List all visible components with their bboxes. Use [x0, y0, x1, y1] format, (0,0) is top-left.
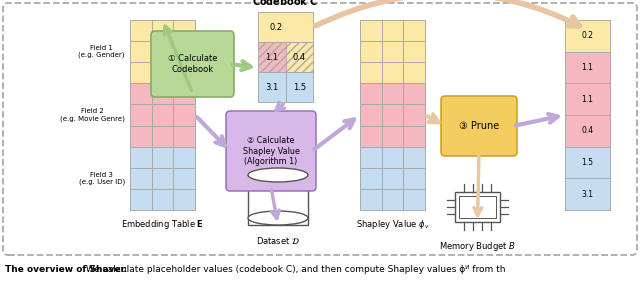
Bar	[173, 189, 195, 210]
Bar	[152, 104, 173, 125]
Text: ② Calculate
Shapley Value
(Algorithm 1): ② Calculate Shapley Value (Algorithm 1)	[243, 136, 300, 166]
Bar	[173, 125, 195, 147]
Bar	[360, 41, 381, 62]
Bar	[381, 83, 403, 104]
Bar	[360, 168, 381, 189]
Bar	[360, 62, 381, 83]
Text: 0.2: 0.2	[582, 31, 593, 40]
Text: Memory Budget $B$: Memory Budget $B$	[439, 240, 516, 253]
Bar	[360, 125, 381, 147]
Bar	[565, 115, 610, 147]
Bar	[258, 72, 285, 102]
Bar	[565, 83, 610, 115]
Ellipse shape	[248, 168, 308, 182]
Bar	[130, 168, 152, 189]
FancyBboxPatch shape	[441, 96, 517, 156]
Bar	[130, 83, 152, 104]
Bar	[173, 62, 195, 83]
Bar	[152, 62, 173, 83]
Bar	[130, 147, 152, 168]
Text: 1.5: 1.5	[582, 158, 593, 167]
Bar	[130, 189, 152, 210]
Text: 3.1: 3.1	[265, 82, 278, 92]
Text: 1.1: 1.1	[265, 53, 278, 62]
Text: Field 2
(e.g. Movie Genre): Field 2 (e.g. Movie Genre)	[60, 108, 125, 122]
Bar	[152, 20, 173, 41]
Bar	[403, 125, 425, 147]
Text: Field 1
(e.g. Gender): Field 1 (e.g. Gender)	[79, 45, 125, 58]
Bar	[403, 147, 425, 168]
Bar	[285, 72, 313, 102]
Bar	[360, 147, 381, 168]
FancyBboxPatch shape	[151, 31, 234, 97]
Bar	[381, 168, 403, 189]
Text: 1.5: 1.5	[292, 82, 306, 92]
Text: Embedding Table $\mathbf{E}$: Embedding Table $\mathbf{E}$	[121, 218, 204, 231]
Bar	[360, 83, 381, 104]
Text: 1.1: 1.1	[582, 63, 593, 72]
Text: ③ Prune: ③ Prune	[459, 121, 499, 131]
Text: 3.1: 3.1	[582, 190, 593, 199]
Bar	[403, 20, 425, 41]
Bar	[565, 20, 610, 52]
Ellipse shape	[248, 211, 308, 225]
Bar	[459, 196, 496, 218]
Bar	[565, 178, 610, 210]
Bar	[130, 104, 152, 125]
Bar	[248, 182, 308, 225]
Bar	[130, 41, 152, 62]
Bar	[152, 147, 173, 168]
FancyBboxPatch shape	[226, 111, 316, 191]
Text: Field 3
(e.g. User ID): Field 3 (e.g. User ID)	[79, 172, 125, 185]
Bar	[455, 192, 500, 222]
Bar	[403, 41, 425, 62]
Bar	[403, 168, 425, 189]
Bar	[173, 168, 195, 189]
Bar	[285, 42, 313, 72]
Bar	[403, 104, 425, 125]
Bar	[173, 20, 195, 41]
Bar	[173, 104, 195, 125]
Text: 0.4: 0.4	[292, 53, 306, 62]
Bar	[381, 104, 403, 125]
Bar	[258, 12, 313, 42]
Bar	[173, 41, 195, 62]
Text: Codebook $\mathbf{C}$: Codebook $\mathbf{C}$	[252, 0, 319, 7]
Bar	[152, 189, 173, 210]
Bar	[381, 147, 403, 168]
Bar	[381, 20, 403, 41]
Text: Dataset $\mathcal{D}$: Dataset $\mathcal{D}$	[256, 235, 300, 246]
Bar	[565, 52, 610, 83]
Bar	[152, 83, 173, 104]
Bar	[403, 83, 425, 104]
Bar	[403, 189, 425, 210]
Bar	[173, 83, 195, 104]
Bar	[130, 20, 152, 41]
Text: The overview of Shaver.: The overview of Shaver.	[5, 266, 127, 275]
Bar	[381, 125, 403, 147]
Bar	[173, 147, 195, 168]
Bar	[152, 41, 173, 62]
Text: ① Calculate
Codebook: ① Calculate Codebook	[168, 54, 217, 74]
Bar	[258, 42, 285, 72]
Bar	[130, 125, 152, 147]
Bar	[381, 62, 403, 83]
Bar	[152, 168, 173, 189]
Bar	[360, 104, 381, 125]
Bar	[565, 147, 610, 178]
Text: 1.1: 1.1	[582, 95, 593, 104]
Bar	[381, 189, 403, 210]
Bar	[360, 189, 381, 210]
Bar	[403, 62, 425, 83]
Bar	[130, 62, 152, 83]
Text: Shapley Value $\phi_v$: Shapley Value $\phi_v$	[356, 218, 429, 231]
Bar	[381, 41, 403, 62]
Bar	[152, 125, 173, 147]
Text: 0.4: 0.4	[581, 126, 593, 135]
Bar	[360, 20, 381, 41]
Text: We calculate placeholder values (codebook C), and then compute Shapley values ϕᴻ: We calculate placeholder values (codeboo…	[83, 266, 505, 275]
Text: 0.2: 0.2	[270, 23, 283, 32]
